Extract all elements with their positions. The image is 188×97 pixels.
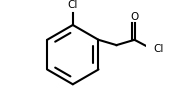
- Text: O: O: [130, 12, 139, 22]
- Text: Cl: Cl: [68, 0, 78, 10]
- Text: Cl: Cl: [154, 44, 164, 54]
